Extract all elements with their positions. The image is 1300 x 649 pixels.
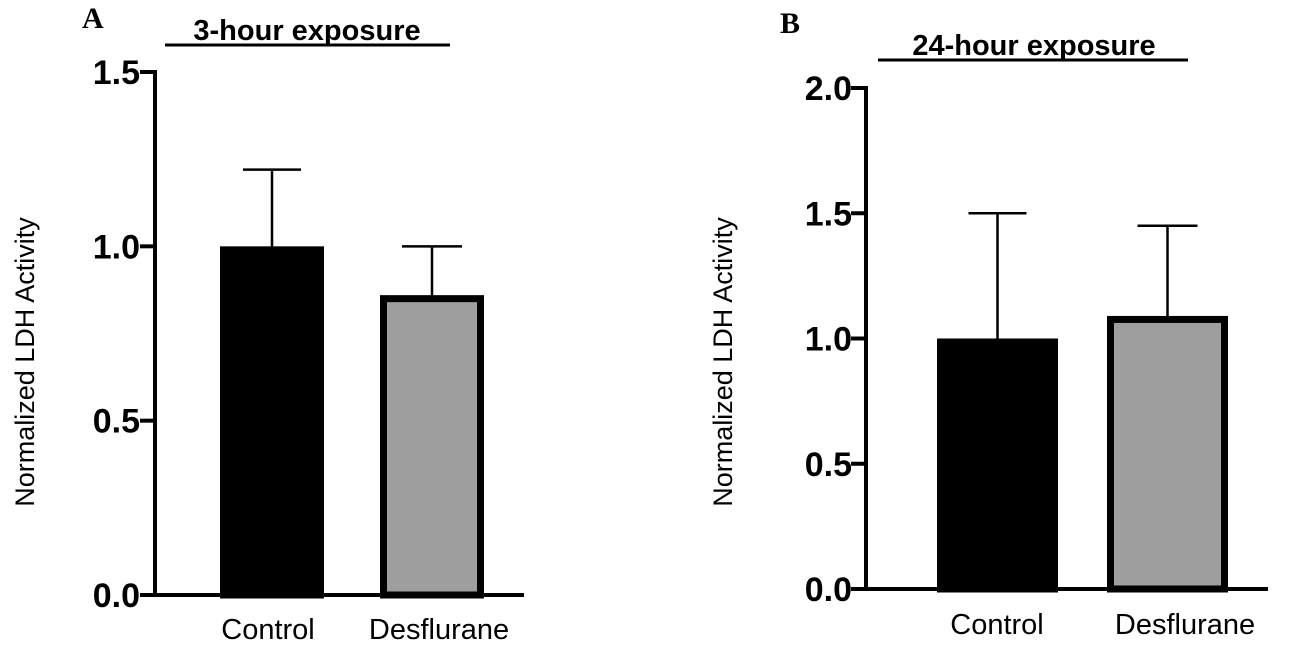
y-tick-label: 1.0 [805,321,852,359]
bar-desflurane [380,295,484,599]
y-tick-label: 0.5 [805,446,852,484]
chart-title: 24-hour exposure [912,30,1155,62]
y-tick-label: 1.0 [93,228,140,266]
category-label: Desflurane [1115,609,1255,641]
y-tick-label: 0.5 [93,403,140,441]
chart-title: 3-hour exposure [193,15,420,47]
y-axis-title: Normalized LDH Activity [10,217,40,507]
category-label: Control [950,609,1044,641]
y-tick-label: 1.5 [93,54,140,92]
y-axis-title: Normalized LDH Activity [708,217,738,507]
y-tick-label: 0.0 [805,571,852,609]
panel-letter: A [82,2,104,35]
panel-b: B 24-hour exposure 0.0 0.5 1.0 1.5 2.0 Normaliz… [708,7,1268,641]
y-tick-label: 1.5 [805,195,852,233]
bar-desflurane [1107,315,1228,593]
category-label: Control [221,614,315,646]
y-tick-label: 2.0 [805,70,852,108]
panel-letter: B [780,7,800,40]
bar-control [220,246,324,599]
y-tick-label: 0.0 [93,577,140,615]
panel-a: A 3-hour exposure 0.0 0.5 1.0 1.5 Normalized L… [10,2,524,646]
bar-control [937,338,1058,593]
category-label: Desflurane [369,614,509,646]
